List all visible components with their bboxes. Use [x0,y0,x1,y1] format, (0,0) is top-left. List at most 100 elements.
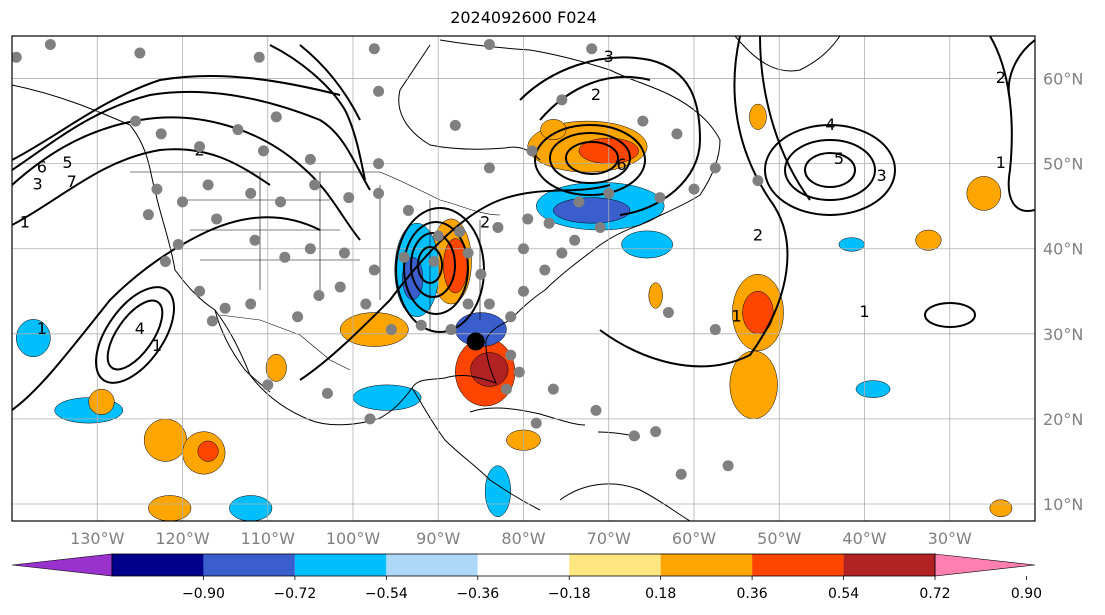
station-marker [398,251,410,263]
anomaly-region [197,440,219,462]
colorbar-segment [660,554,753,576]
colorbar-tick-label: 0.72 [919,586,950,602]
station-marker [483,39,495,51]
station-marker [722,460,734,472]
colorbar-tick-label: −0.36 [456,586,499,602]
station-marker [245,187,257,199]
contour-line [924,302,976,328]
colorbar-segment [386,554,478,576]
anomaly-region [749,103,767,130]
contour-line [12,148,271,226]
station-marker [526,145,538,157]
lat-tick-label: 40°N [1043,240,1083,259]
contour-line [804,152,856,188]
colorbar-extend-low [11,553,113,577]
station-marker [270,111,282,123]
contour-line [534,124,646,196]
anomaly-region [989,499,1013,517]
station-marker [44,39,56,51]
us-canada-border [130,171,501,216]
contour-label: 5 [834,149,844,168]
contour-label: 1 [996,153,1006,172]
station-marker [134,47,146,59]
station-marker [364,413,376,425]
station-marker [432,230,444,242]
anomaly-region [915,229,942,251]
station-marker [654,192,666,204]
colorbar-segment [294,554,387,576]
station-marker [373,85,385,97]
contour-line [784,139,876,201]
anomaly-region [648,282,663,309]
contour-line [299,184,611,381]
colorbar-tick-label: 0.18 [645,586,676,602]
pressure-contours [12,36,1035,411]
contour-line [12,116,361,241]
colorbar-segment [112,554,204,576]
station-marker [475,268,487,280]
station-marker [151,183,163,195]
contour-label: 2 [996,68,1006,87]
north-america-coast [12,39,721,426]
contour-line [12,216,321,411]
anomaly-region [540,119,567,141]
station-marker [415,319,427,331]
south-america-coast [559,483,691,521]
station-marker [12,51,22,63]
station-marker [518,285,529,297]
political-borders [130,171,501,371]
station-marker [279,251,291,263]
station-marker [543,217,555,229]
station-marker [257,145,269,157]
station-marker [368,43,380,55]
station-marker [253,51,265,63]
lon-tick-label: 130°W [70,529,125,548]
contour-line [599,36,789,368]
contour-label: 6 [37,157,47,176]
contour-line [1007,39,1035,101]
colorbar-tick-label: −0.18 [548,586,591,602]
station-marker [556,247,568,259]
contour-line [269,44,366,181]
contour-label: 1 [37,319,47,338]
station-marker [292,311,304,323]
station-marker [752,175,764,187]
colorbar-extend-high [934,553,1036,577]
greenland-coast [734,36,841,72]
station-marker [505,349,517,361]
colorbar-segment [203,554,295,576]
station-marker [628,430,640,442]
contour-line [539,76,651,121]
station-marker [402,204,414,216]
station-marker [304,153,316,165]
anomaly-region [88,388,115,415]
lon-tick-label: 90°W [416,529,460,548]
colorbar-segment [569,554,661,576]
contour-label: 4 [825,115,835,134]
contour-label: 7 [67,172,77,191]
station-marker [219,302,231,314]
contour-line [410,232,456,298]
station-marker [202,179,214,191]
storm-center-marker [466,332,485,351]
contour-label: 4 [135,319,145,338]
lon-tick-label: 60°W [672,529,716,548]
colorbar: −0.90 −0.72 −0.54 −0.36 −0.18 0.18 0.36 0.54 0.7… [11,553,1042,602]
station-marker [142,209,154,221]
lon-tick-label: 100°W [326,529,381,548]
contour-line [565,141,619,175]
station-marker [547,383,559,395]
station-marker [518,243,529,255]
contour-label: 6 [616,155,626,174]
station-marker [637,115,649,127]
station-marker [594,221,606,233]
contour-label: 5 [62,153,72,172]
contour-line [403,221,469,315]
lon-tick-label: 110°W [241,529,296,548]
contour-labels: 653712141263245321121 [20,47,1006,355]
station-marker [194,141,206,153]
anomaly-region [143,418,188,462]
station-marker [177,196,188,208]
lat-tick-label: 10°N [1043,495,1083,514]
station-marker [462,247,474,259]
